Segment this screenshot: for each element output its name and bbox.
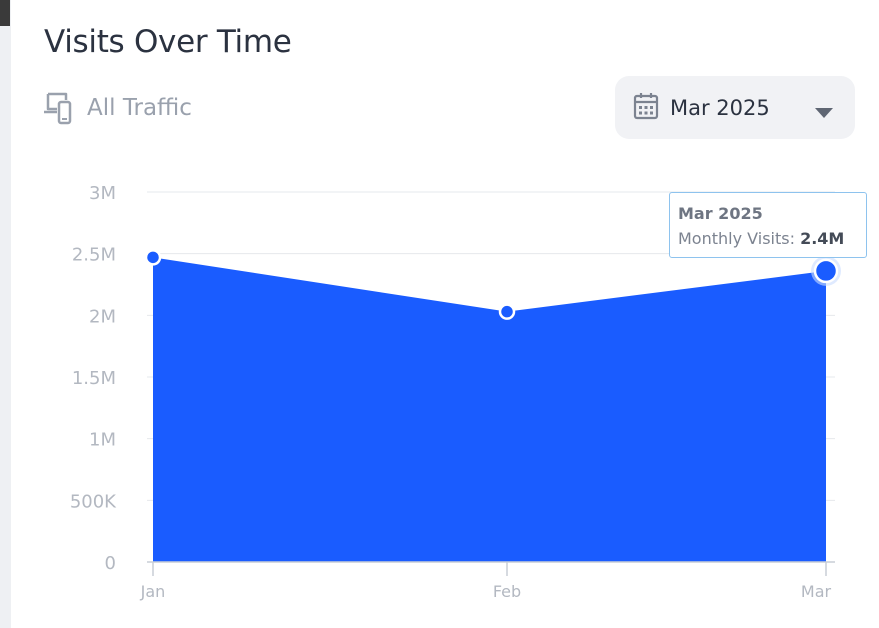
chart-tooltip: Mar 2025 Monthly Visits: 2.4M (669, 192, 867, 258)
tooltip-value: 2.4M (800, 229, 845, 248)
x-tick-label: Mar (801, 582, 832, 601)
y-tick-label: 1M (89, 430, 116, 451)
y-tick-label: 2.5M (72, 245, 116, 266)
chevron-down-icon (815, 103, 833, 122)
data-point-highlighted (813, 258, 839, 284)
y-tick-label: 2M (89, 306, 116, 327)
left-edge-strip (0, 0, 11, 628)
x-tick-label: Feb (493, 582, 521, 601)
tooltip-title: Mar 2025 (678, 204, 763, 223)
corner-mark (0, 0, 10, 26)
devices-icon (43, 91, 78, 125)
data-point (498, 303, 516, 320)
calendar-icon (633, 92, 659, 124)
area-series-fill (153, 257, 826, 562)
data-point (144, 249, 162, 266)
y-tick-label: 3M (89, 183, 116, 204)
traffic-filter-label: All Traffic (87, 95, 192, 121)
traffic-filter: All Traffic (43, 91, 192, 125)
y-tick-label: 500K (70, 491, 117, 512)
y-tick-label: 0 (105, 553, 116, 574)
page-title: Visits Over Time (44, 24, 292, 60)
tooltip-label: Monthly Visits: (678, 229, 801, 248)
tooltip-body: Monthly Visits: 2.4M (678, 226, 866, 251)
x-tick-label: Jan (140, 582, 166, 601)
y-tick-label: 1.5M (72, 368, 116, 389)
date-selector-value: Mar 2025 (670, 95, 770, 120)
date-selector[interactable]: Mar 2025 (615, 76, 855, 139)
